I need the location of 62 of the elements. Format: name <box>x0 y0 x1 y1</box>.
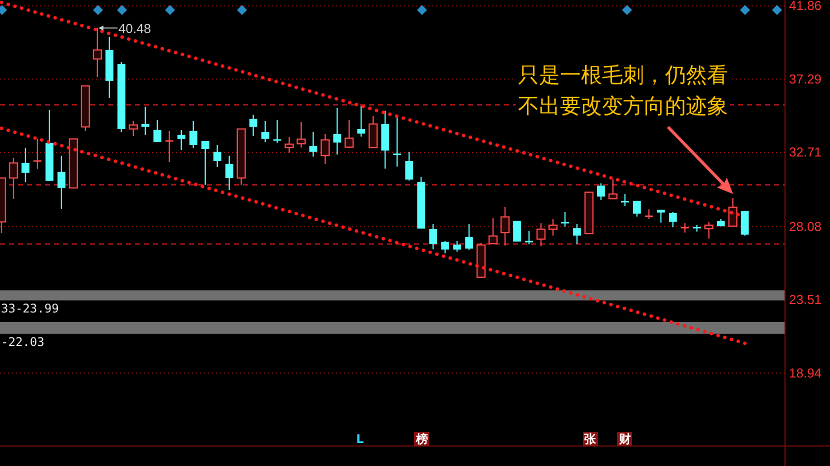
annotation: 财 <box>618 432 631 446</box>
candlestick <box>8 157 18 200</box>
candlestick <box>632 200 641 218</box>
annotation: 只是一根毛刺，仍然看不出要改变方向的迹象 <box>518 63 728 118</box>
candlestick <box>284 136 294 154</box>
candlestick <box>704 221 714 240</box>
y-tick-label: 23.51 <box>789 292 822 308</box>
candlestick <box>57 155 66 210</box>
candlestick <box>261 120 270 143</box>
candlestick <box>344 119 354 149</box>
y-tick-label: 37.29 <box>789 71 822 86</box>
candlestick <box>429 223 438 250</box>
candlestick <box>597 182 605 201</box>
candlestick <box>273 119 282 144</box>
candlestick <box>573 223 581 245</box>
candlestick <box>128 120 138 137</box>
band-label: -22.03 <box>1 334 44 349</box>
candlestick <box>201 140 210 186</box>
candlestick <box>465 223 474 251</box>
candlestick <box>680 222 689 234</box>
candlestick <box>536 222 546 247</box>
candlestick <box>405 151 414 182</box>
candlestick <box>213 144 222 168</box>
candlestick <box>333 107 342 156</box>
annotation: L <box>356 432 364 446</box>
candlestick <box>668 211 677 228</box>
candlestick <box>608 178 618 200</box>
y-tick-label: 41.86 <box>789 0 822 14</box>
candlestick <box>656 209 665 224</box>
annotation: 40.48 <box>118 21 151 36</box>
candlestick <box>141 106 150 136</box>
candlestick <box>249 114 258 137</box>
candlestick <box>728 198 738 227</box>
candlestick <box>296 121 306 148</box>
candlestick <box>561 211 569 228</box>
candlestick <box>620 193 629 207</box>
candlestick <box>177 129 186 151</box>
candlestick <box>740 210 749 236</box>
annotation: 榜 <box>415 432 428 446</box>
candlestick <box>320 133 330 165</box>
annotation: 张 <box>584 432 597 446</box>
candlestick <box>488 217 498 244</box>
candlestick <box>92 27 102 78</box>
candlestick <box>22 147 30 183</box>
candlestick <box>357 105 366 138</box>
band-label: 33-23.99 <box>1 301 59 316</box>
y-tick-label: 28.08 <box>789 218 822 234</box>
candlestick <box>548 218 558 236</box>
candlestick <box>441 240 450 254</box>
candlestick <box>165 130 174 163</box>
candlestick <box>500 206 510 246</box>
candlestick <box>309 131 318 158</box>
y-tick-label: 32.71 <box>789 144 822 160</box>
candlestick <box>644 208 653 220</box>
candlestick <box>189 120 198 148</box>
candlestick <box>453 240 462 252</box>
candlestick <box>368 115 378 148</box>
y-tick-label: 18.94 <box>789 365 822 380</box>
candlestick <box>34 138 42 170</box>
candlestick <box>525 230 533 245</box>
candlestick <box>153 119 162 143</box>
candlestick <box>225 155 234 191</box>
